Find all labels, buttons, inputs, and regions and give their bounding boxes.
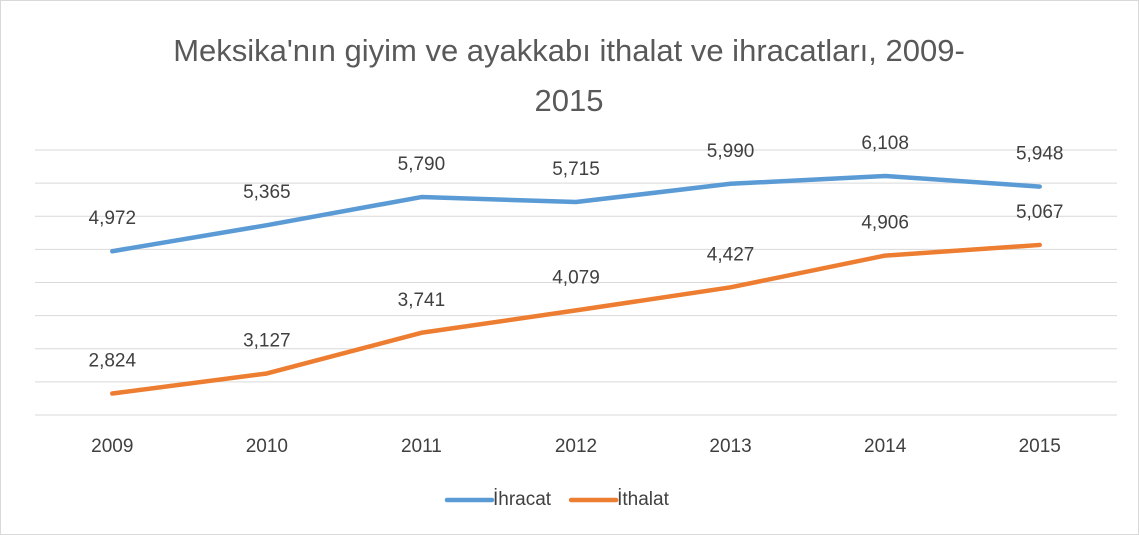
data-label: 4,906 <box>861 213 909 234</box>
data-label: 5,790 <box>398 154 446 175</box>
legend-label: İthalat <box>617 489 669 510</box>
data-label: 2,824 <box>89 351 137 372</box>
data-label: 5,715 <box>552 159 600 180</box>
x-tick-label: 2009 <box>91 436 133 457</box>
series-line <box>110 173 1042 254</box>
data-label: 4,079 <box>552 267 600 288</box>
x-tick-label: 2010 <box>246 436 288 457</box>
chart-title: Meksika'nın giyim ve ayakkabı ithalat ve… <box>173 33 965 118</box>
series-line <box>110 242 1042 396</box>
data-label: 6,108 <box>861 133 909 154</box>
x-tick-label: 2012 <box>555 436 597 457</box>
data-label: 3,127 <box>243 330 291 351</box>
data-label: 5,365 <box>243 182 291 203</box>
x-tick-label: 2013 <box>709 436 751 457</box>
x-tick-label: 2011 <box>401 436 442 457</box>
data-label: 3,741 <box>398 290 446 311</box>
data-label: 4,427 <box>707 244 755 265</box>
data-label: 5,990 <box>707 141 755 162</box>
data-label: 5,948 <box>1016 144 1064 165</box>
data-label: 5,067 <box>1016 202 1064 223</box>
legend-label: İhracat <box>493 489 552 510</box>
data-label: 4,972 <box>89 208 137 229</box>
x-tick-label: 2014 <box>864 436 907 457</box>
x-tick-label: 2015 <box>1019 436 1061 457</box>
